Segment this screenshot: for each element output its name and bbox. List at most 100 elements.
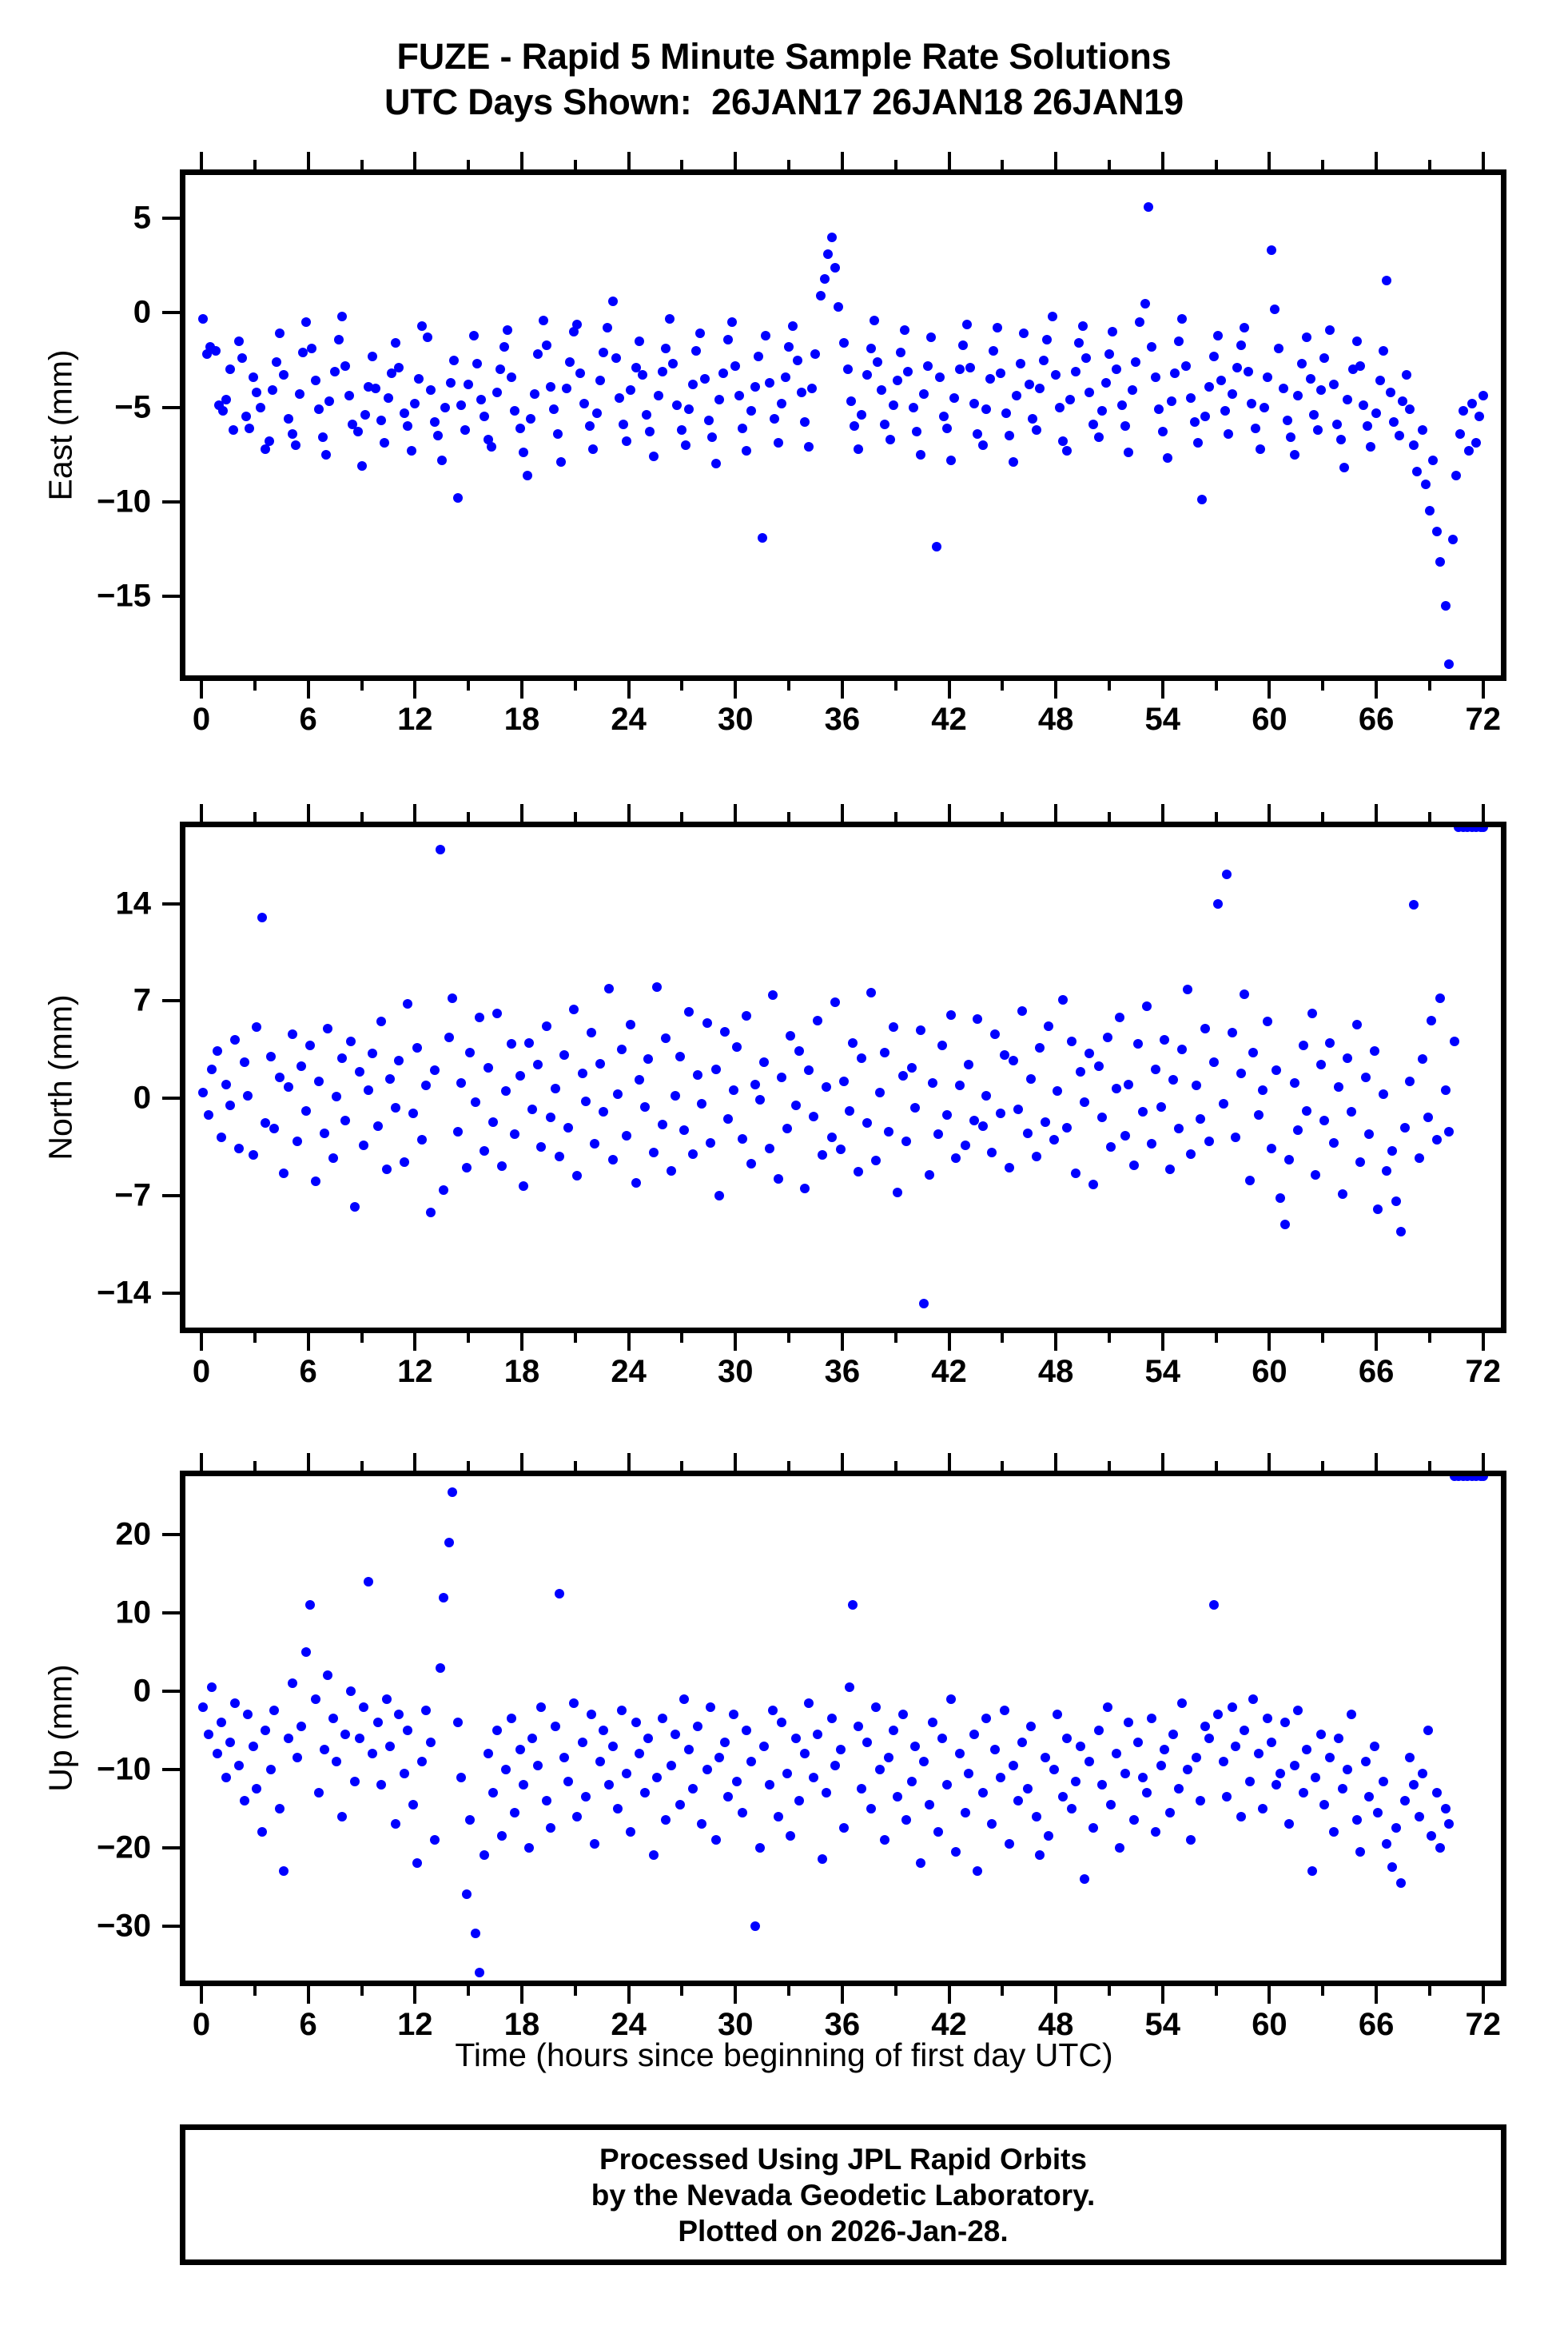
data-point	[320, 449, 331, 460]
x-tick-major	[1481, 681, 1485, 699]
data-point	[965, 362, 976, 372]
data-point	[1462, 1476, 1472, 1481]
data-point	[723, 1792, 734, 1802]
data-point	[687, 380, 698, 390]
data-point	[420, 1081, 431, 1091]
data-point	[551, 1722, 561, 1732]
x-tick-minor-top	[1214, 812, 1218, 822]
data-point	[1227, 1702, 1237, 1712]
data-point	[417, 1135, 428, 1145]
data-point	[1061, 445, 1072, 456]
data-point	[809, 1111, 819, 1121]
data-point	[1164, 1164, 1175, 1174]
data-point	[436, 455, 447, 465]
data-point	[310, 1176, 320, 1187]
data-point	[1283, 1819, 1294, 1829]
data-point	[1173, 1784, 1184, 1794]
data-point	[1166, 396, 1176, 407]
data-point	[1408, 1780, 1419, 1790]
y-tick	[162, 1291, 180, 1295]
data-point	[848, 1037, 858, 1048]
x-tick-major	[1375, 1333, 1379, 1351]
data-point	[661, 1033, 671, 1044]
data-point	[839, 1077, 850, 1087]
data-point	[643, 1733, 654, 1743]
data-point	[476, 395, 486, 405]
data-point	[1280, 1220, 1291, 1230]
data-point	[1040, 1753, 1050, 1763]
data-point	[899, 324, 909, 335]
data-point	[577, 1737, 587, 1747]
data-point	[1405, 1077, 1415, 1087]
data-point	[1396, 1227, 1407, 1237]
data-point	[1040, 1117, 1050, 1127]
data-point	[1164, 1807, 1175, 1817]
data-point	[1328, 1137, 1339, 1148]
data-point	[426, 1207, 436, 1217]
x-tick-minor-top	[787, 1461, 791, 1471]
data-point	[278, 370, 289, 380]
data-point	[1054, 402, 1065, 412]
data-point	[1346, 1710, 1356, 1720]
data-point	[1227, 1028, 1237, 1038]
data-point	[726, 317, 737, 328]
data-point	[1478, 391, 1488, 401]
data-point	[761, 330, 771, 340]
data-point	[961, 319, 972, 329]
data-point	[1414, 1153, 1424, 1163]
data-point	[1093, 432, 1104, 443]
data-point	[1150, 1064, 1160, 1074]
data-point	[1209, 1057, 1220, 1067]
data-point	[333, 334, 344, 344]
data-point	[618, 419, 628, 429]
data-point	[616, 1045, 627, 1055]
data-point	[960, 1807, 970, 1817]
data-point	[880, 419, 890, 429]
data-point	[499, 341, 509, 352]
data-point	[269, 1706, 280, 1716]
x-tick-major-top	[306, 152, 310, 169]
data-point	[671, 400, 682, 411]
data-point	[1115, 1842, 1125, 1853]
data-point	[1047, 312, 1057, 322]
x-tick-label: 18	[503, 702, 540, 737]
data-point	[1065, 395, 1075, 405]
data-point	[942, 1109, 953, 1120]
x-tick-minor	[1427, 681, 1431, 691]
data-point	[1254, 1749, 1264, 1759]
data-point	[1017, 1005, 1027, 1016]
data-point	[1204, 381, 1214, 392]
data-point	[229, 424, 239, 435]
data-point	[615, 392, 625, 403]
data-point	[1385, 387, 1395, 397]
data-point	[1084, 387, 1095, 397]
data-point	[1088, 419, 1098, 429]
data-point	[559, 1753, 570, 1763]
data-point	[746, 406, 757, 416]
data-point	[1022, 1128, 1033, 1138]
data-point	[1093, 1725, 1104, 1735]
data-point	[225, 364, 235, 375]
x-tick-minor	[467, 1333, 471, 1343]
data-point	[1256, 444, 1266, 454]
scatter-plot-east	[185, 175, 1501, 675]
data-point	[1325, 1753, 1335, 1763]
data-point	[1266, 1143, 1276, 1153]
data-point	[1451, 470, 1462, 480]
data-point	[684, 1745, 694, 1755]
data-point	[533, 1760, 543, 1770]
x-tick-label: 0	[192, 1354, 211, 1389]
data-point	[1444, 1126, 1455, 1137]
data-point	[348, 419, 358, 429]
data-point	[448, 993, 458, 1003]
data-point	[844, 1682, 854, 1693]
data-point	[1257, 1085, 1268, 1095]
data-point	[1051, 370, 1061, 380]
data-point	[291, 440, 301, 450]
data-point	[1275, 1768, 1285, 1778]
data-point	[575, 368, 586, 379]
data-point	[1248, 1047, 1259, 1057]
data-point	[491, 1725, 502, 1735]
data-point	[1298, 1041, 1308, 1050]
data-point	[910, 1103, 921, 1113]
